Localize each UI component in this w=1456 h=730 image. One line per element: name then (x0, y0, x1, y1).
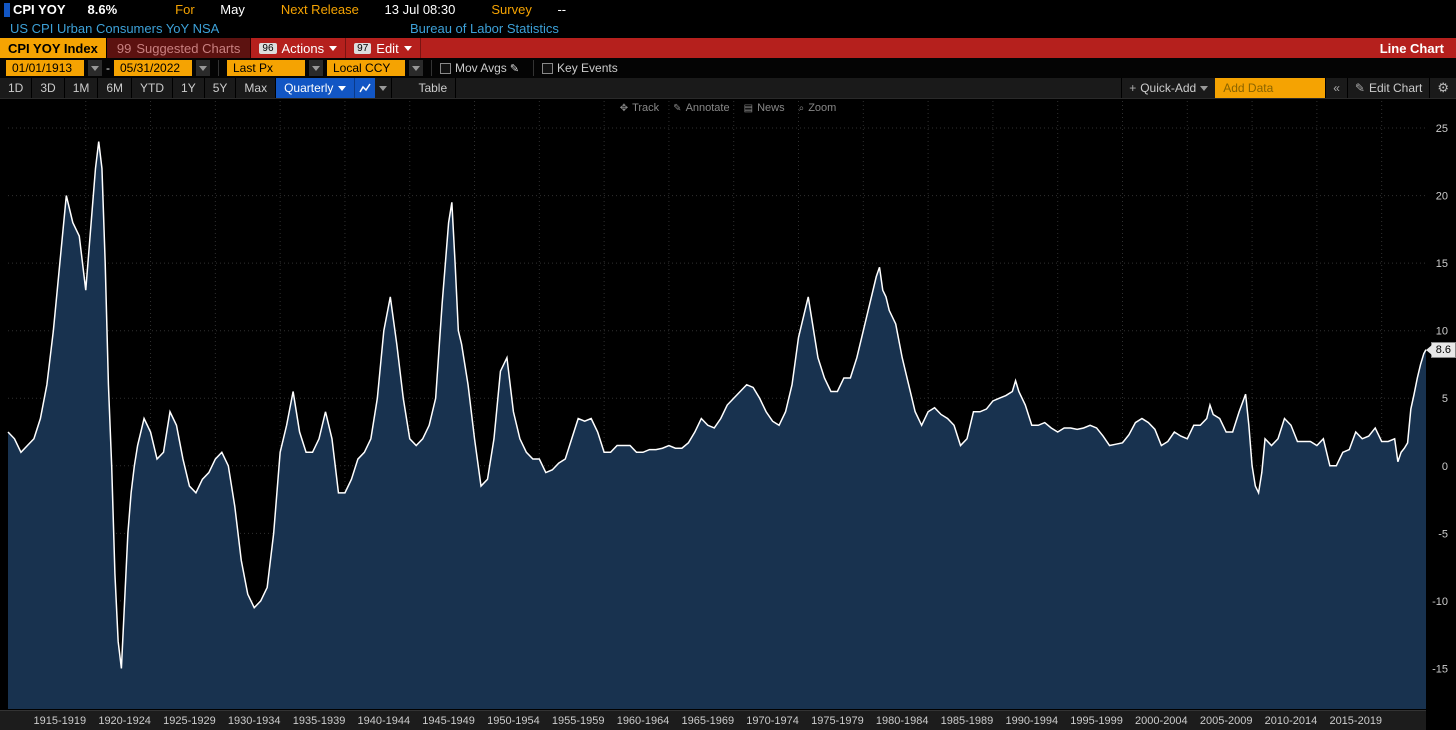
symbol-marker (4, 3, 10, 17)
mov-avgs-toggle[interactable]: Mov Avgs ✎ (440, 61, 525, 75)
chevron-left-icon: « (1333, 81, 1340, 95)
x-tick-label: 1955-1959 (552, 715, 605, 727)
range-1d-button[interactable]: 1D (0, 78, 32, 98)
chart-style-dd[interactable] (375, 78, 392, 98)
x-tick-label: 1935-1939 (293, 715, 346, 727)
x-axis: 1915-1919 1920-1924 1925-1929 1930-1934 1935… (0, 710, 1426, 730)
chart-area[interactable]: ✥ Track ✎ Annotate ▤ News ⌕ Zoom -15-10-… (0, 98, 1456, 730)
quick-add-button[interactable]: +Quick-Add (1121, 78, 1215, 98)
key-events-toggle[interactable]: Key Events (542, 61, 624, 75)
x-tick-label: 1940-1944 (358, 715, 411, 727)
last-value-flag: 8.6 (1431, 342, 1456, 358)
x-tick-label: 1950-1954 (487, 715, 540, 727)
next-release-field: Next Release 13 Jul 08:30 (281, 2, 492, 17)
range-1y-button[interactable]: 1Y (173, 78, 205, 98)
annotate-button[interactable]: ✎ Annotate (673, 102, 729, 114)
chevron-down-icon (338, 86, 346, 91)
x-tick-label: 2005-2009 (1200, 715, 1253, 727)
range-1m-button[interactable]: 1M (65, 78, 99, 98)
date-start-picker[interactable] (88, 60, 102, 76)
svg-text:20: 20 (1436, 191, 1448, 203)
add-data-input[interactable]: Add Data (1215, 78, 1325, 98)
chevron-down-icon (329, 46, 337, 51)
pencil-icon: ✎ (673, 103, 681, 114)
range-bar: 1D3D1M6MYTD1Y5YMax Quarterly Table +Quic… (0, 78, 1456, 98)
currency-select[interactable]: Local CCY (327, 60, 405, 76)
search-icon: ⌕ (799, 103, 805, 114)
actions-button[interactable]: 96 Actions (251, 38, 346, 58)
chart-svg: -15 -10 -5 0 5 10 15 20 25 (0, 99, 1456, 730)
svg-text:-15: -15 (1432, 663, 1448, 675)
price-field-select[interactable]: Last Px (227, 60, 305, 76)
x-tick-label: 1920-1924 (98, 715, 151, 727)
news-icon: ▤ (744, 103, 753, 114)
x-tick-label: 1945-1949 (422, 715, 475, 727)
line-chart-icon (359, 82, 371, 94)
x-tick-label: 1975-1979 (811, 715, 864, 727)
x-tick-label: 2010-2014 (1265, 715, 1318, 727)
svg-text:25: 25 (1436, 123, 1448, 135)
chevron-down-icon (379, 86, 387, 91)
price-field-dd[interactable] (309, 60, 323, 76)
date-end-picker[interactable] (196, 60, 210, 76)
svg-text:5: 5 (1442, 393, 1448, 405)
x-tick-label: 1980-1984 (876, 715, 929, 727)
field-bar: 01/01/1913 - 05/31/2022 Last Px Local CC… (0, 58, 1456, 78)
pencil-icon: ✎ (1355, 81, 1365, 95)
range-3d-button[interactable]: 3D (32, 78, 64, 98)
suggested-charts-button[interactable]: 99 Suggested Charts (107, 38, 252, 58)
range-max-button[interactable]: Max (236, 78, 276, 98)
currency-dd[interactable] (409, 60, 423, 76)
x-tick-label: 1985-1989 (941, 715, 994, 727)
track-button[interactable]: ✥ Track (620, 102, 659, 114)
index-chip[interactable]: CPI YOY Index (0, 38, 107, 58)
table-button[interactable]: Table (410, 78, 456, 98)
function-toolbar: CPI YOY Index 99 Suggested Charts 96 Act… (0, 38, 1456, 58)
news-button[interactable]: ▤ News (744, 102, 785, 114)
x-tick-label: 1970-1974 (746, 715, 799, 727)
date-start-input[interactable]: 01/01/1913 (6, 60, 84, 76)
x-tick-label: 1965-1969 (681, 715, 734, 727)
x-tick-label: 2015-2019 (1329, 715, 1382, 727)
edit-chart-button[interactable]: ✎ Edit Chart (1347, 78, 1429, 98)
x-tick-label: 2000-2004 (1135, 715, 1188, 727)
collapse-button[interactable]: « (1325, 78, 1347, 98)
info-bar: CPI YOY 8.6% For May Next Release 13 Jul… (0, 0, 1456, 19)
chart-type-label: Line Chart (1368, 38, 1456, 58)
x-tick-label: 1995-1999 (1070, 715, 1123, 727)
x-tick-label: 1925-1929 (163, 715, 216, 727)
chart-style-button[interactable] (355, 78, 375, 98)
survey-field: Survey -- (491, 2, 602, 17)
svg-text:0: 0 (1442, 461, 1448, 473)
svg-text:10: 10 (1436, 326, 1448, 338)
checkbox-icon (440, 63, 451, 74)
range-6m-button[interactable]: 6M (98, 78, 132, 98)
symbol-label: CPI YOY (13, 2, 84, 17)
pencil-icon: ✎ (510, 62, 519, 75)
range-5y-button[interactable]: 5Y (205, 78, 237, 98)
settings-button[interactable]: ⚙ (1429, 78, 1456, 98)
crosshair-icon: ✥ (620, 103, 628, 114)
series-description: US CPI Urban Consumers YoY NSA (10, 21, 410, 36)
x-tick-label: 1990-1994 (1005, 715, 1058, 727)
svg-text:-10: -10 (1432, 596, 1448, 608)
series-source: Bureau of Labor Statistics (410, 21, 559, 36)
checkbox-icon (542, 63, 553, 74)
symbol-value: 8.6% (84, 2, 136, 17)
edit-button[interactable]: 97 Edit (346, 38, 421, 58)
x-tick-label: 1915-1919 (34, 715, 87, 727)
x-tick-label: 1930-1934 (228, 715, 281, 727)
subtitle-bar: US CPI Urban Consumers YoY NSA Bureau of… (0, 19, 1456, 38)
range-ytd-button[interactable]: YTD (132, 78, 173, 98)
svg-text:15: 15 (1436, 258, 1448, 270)
period-select[interactable]: Quarterly (276, 78, 355, 98)
zoom-button[interactable]: ⌕ Zoom (799, 102, 837, 114)
date-end-input[interactable]: 05/31/2022 (114, 60, 192, 76)
for-field: For May (175, 2, 281, 17)
chevron-down-icon (1200, 86, 1208, 91)
x-tick-label: 1960-1964 (617, 715, 670, 727)
svg-text:-5: -5 (1438, 528, 1448, 540)
gear-icon: ⚙ (1437, 80, 1449, 96)
chevron-down-icon (404, 46, 412, 51)
